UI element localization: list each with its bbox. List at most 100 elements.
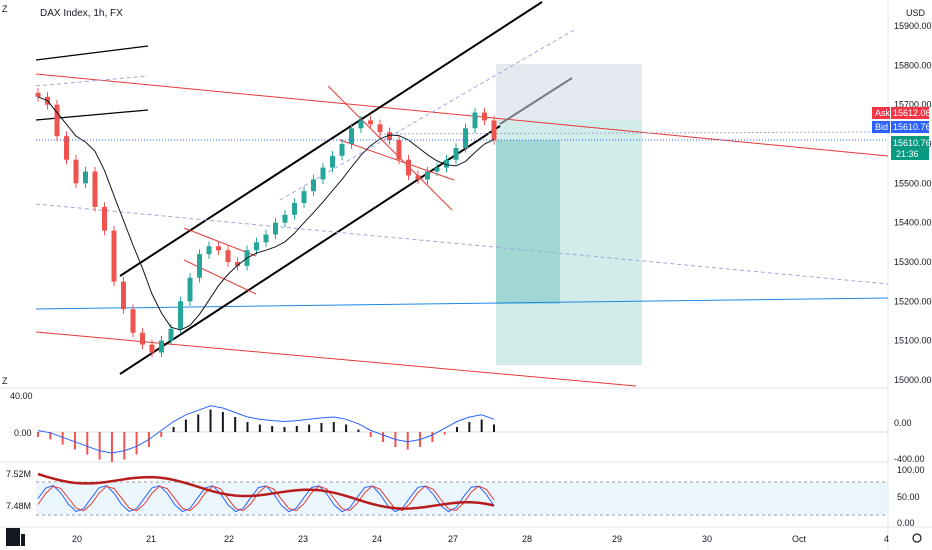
- candle-body: [178, 301, 183, 329]
- candle-body: [282, 214, 288, 223]
- candle-body: [35, 92, 41, 97]
- moving-average-line: [37, 96, 495, 331]
- lower-red-trendline[interactable]: [35, 331, 637, 387]
- stoch-tick-100: 100.00: [897, 465, 925, 475]
- dashed-line-lower: [35, 203, 889, 285]
- time-tick-label: 29: [612, 534, 622, 544]
- candle-body: [444, 159, 449, 168]
- price-tick-label: 15400.00: [894, 218, 932, 228]
- candle-body: [149, 344, 155, 353]
- time-tick-label: 21: [146, 534, 156, 544]
- flag-bottom-line[interactable]: [183, 259, 257, 295]
- price-badges: Ask 15612.06 Bid 15610.76 15610.76 21:36: [872, 107, 931, 160]
- ask-value: 15612.06: [893, 108, 931, 118]
- time-axis[interactable]: 20 21 22 23 24 27 28 29 30 Oct 4: [72, 534, 889, 544]
- volume-ma-line: [37, 472, 495, 510]
- candle-body: [396, 140, 402, 160]
- candle-body: [263, 234, 269, 243]
- candle-body: [216, 246, 221, 251]
- candle-body: [406, 159, 411, 176]
- flag-top-line[interactable]: [183, 227, 257, 257]
- time-tick-label: 4: [884, 534, 889, 544]
- candle-body: [254, 242, 259, 251]
- price-tick-label: 15100.00: [894, 336, 932, 346]
- time-tick-label: 22: [224, 534, 234, 544]
- candle-body: [491, 120, 497, 141]
- candle-body: [387, 132, 392, 141]
- upper-red-trendline[interactable]: [35, 73, 889, 157]
- candle-body: [320, 167, 326, 180]
- candle-body: [472, 112, 478, 129]
- drawings[interactable]: [35, 1, 889, 387]
- wedge-line-2[interactable]: [339, 139, 455, 181]
- candle-body: [349, 128, 354, 144]
- price-tick-label: 15500.00: [894, 178, 932, 188]
- candle-body: [415, 175, 421, 180]
- candle-body: [54, 104, 60, 137]
- candle-body: [121, 281, 126, 310]
- tradingview-logo-icon: [6, 528, 25, 546]
- candlestick-series: [35, 88, 497, 358]
- candle-body: [301, 191, 307, 203]
- candle-body: [463, 128, 468, 148]
- currency-label: USD: [906, 8, 926, 18]
- price-tick-label: 15000.00: [894, 375, 932, 385]
- volume-tick-low: 7.48M: [6, 501, 31, 511]
- candle-body: [434, 167, 440, 172]
- macd-tick-zero-right: 0.00: [894, 418, 912, 428]
- macd-tick-zero-left: 0.00: [14, 428, 32, 438]
- candle-body: [64, 136, 69, 160]
- candle-body: [197, 254, 202, 278]
- chart-title: DAX Index, 1h, FX: [40, 8, 123, 19]
- time-tick-label: 23: [298, 534, 308, 544]
- stochastic-d-line: [37, 485, 495, 512]
- projection-line[interactable]: [499, 77, 573, 125]
- zoom-marker-icon-2[interactable]: Z: [2, 376, 8, 386]
- last-price-value: 15610.76: [893, 138, 931, 148]
- wedge-line-1[interactable]: [327, 85, 453, 211]
- candle-body: [206, 246, 212, 255]
- dashed-line-left: [35, 75, 149, 87]
- filled-zone: [496, 140, 560, 304]
- price-tick-label: 15200.00: [894, 296, 932, 306]
- candle-body: [92, 171, 98, 207]
- stoch-tick-50: 50.00: [897, 492, 920, 502]
- bid-value: 15610.76: [893, 122, 931, 132]
- candle-body: [83, 171, 88, 184]
- candle-body: [273, 222, 278, 235]
- last-price-badge: [891, 136, 929, 160]
- dashed-channel-line: [279, 29, 575, 201]
- time-tick-label: 24: [372, 534, 382, 544]
- candle-body: [368, 120, 373, 125]
- macd-tick-high-left: 40.00: [10, 391, 33, 401]
- candle-body: [73, 159, 79, 184]
- ask-value-badge: [891, 107, 929, 119]
- candle-body: [339, 144, 345, 156]
- candle-body: [102, 206, 107, 231]
- candle-body: [168, 328, 174, 341]
- time-tick-label: 20: [72, 534, 82, 544]
- price-tick-label: 15900.00: [894, 21, 932, 31]
- zoom-marker-icon[interactable]: Z: [2, 4, 8, 14]
- candle-body: [225, 250, 231, 262]
- price-tick-label: 15300.00: [894, 257, 932, 267]
- macd-signal-line: [37, 405, 495, 454]
- left-black-line-1[interactable]: [35, 45, 149, 61]
- time-tick-label: 28: [522, 534, 532, 544]
- bid-label-badge: [872, 121, 890, 133]
- price-tick-label: 15800.00: [894, 60, 932, 70]
- bid-value-badge: [891, 121, 929, 133]
- candle-body: [187, 277, 193, 302]
- candle-body: [358, 120, 364, 129]
- bid-label: Bid: [875, 122, 888, 132]
- time-tick-label: Oct: [792, 534, 807, 544]
- countdown: 21:36: [896, 149, 919, 159]
- candle-body: [377, 124, 383, 133]
- volume-tick-high: 7.52M: [6, 469, 31, 479]
- ask-label: Ask: [875, 108, 891, 118]
- candle-body: [330, 155, 335, 168]
- time-tick-label: 30: [702, 534, 712, 544]
- settings-icon[interactable]: [912, 533, 922, 543]
